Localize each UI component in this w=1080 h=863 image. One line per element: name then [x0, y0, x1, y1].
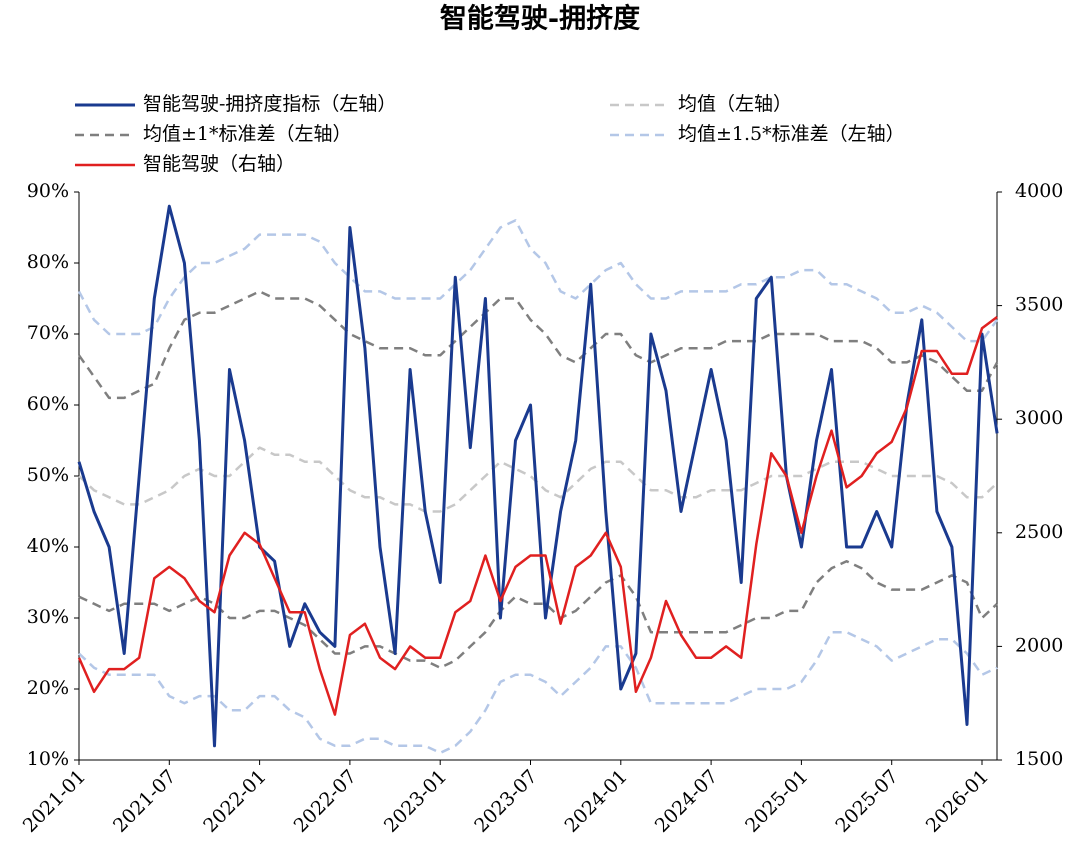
series-line	[77, 315, 998, 716]
series-line	[77, 290, 999, 400]
x-tick-label: 2026-01	[922, 766, 993, 837]
y2-tick-label: 3000	[1015, 407, 1063, 429]
legend-label: 均值（左轴）	[678, 93, 792, 115]
y-tick-label: 20%	[27, 677, 69, 699]
y-tick-label: 30%	[27, 606, 69, 628]
y-tick-label: 60%	[27, 393, 69, 415]
y-tick-label: 70%	[27, 322, 69, 344]
y-tick-label: 50%	[27, 464, 69, 486]
x-tick-label: 2022-01	[199, 766, 270, 837]
y2-tick-label: 1500	[1015, 748, 1063, 770]
series-line	[77, 204, 999, 748]
legend-label: 智能驾驶（右轴）	[143, 153, 295, 175]
legend-label: 智能驾驶-拥挤度指标（左轴）	[143, 93, 396, 115]
x-tick-label: 2021-01	[19, 766, 90, 837]
legend-label: 均值±1.5*标准差（左轴）	[678, 123, 905, 145]
legend-label: 均值±1*标准差（左轴）	[143, 123, 352, 145]
y2-tick-label: 3500	[1015, 294, 1063, 316]
y2-tick-label: 2500	[1015, 521, 1063, 543]
series-line	[78, 630, 998, 755]
y-tick-label: 80%	[27, 251, 69, 273]
series-line	[78, 559, 998, 669]
x-tick-label: 2024-07	[651, 766, 722, 837]
x-tick-label: 2023-01	[380, 766, 451, 837]
x-tick-label: 2023-07	[470, 766, 541, 837]
y-tick-label: 10%	[27, 748, 69, 770]
x-tick-label: 2022-07	[290, 766, 361, 837]
y-tick-label: 90%	[27, 180, 69, 202]
x-tick-label: 2024-01	[560, 766, 631, 837]
x-tick-label: 2025-01	[741, 766, 812, 837]
y-tick-label: 40%	[27, 535, 69, 557]
x-tick-label: 2025-07	[831, 766, 902, 837]
y2-tick-label: 4000	[1015, 180, 1063, 202]
series-line	[77, 219, 999, 343]
x-tick-label: 2021-07	[109, 766, 180, 837]
chart-title: 智能驾驶-拥挤度	[440, 3, 640, 35]
y2-tick-label: 2000	[1015, 634, 1063, 656]
